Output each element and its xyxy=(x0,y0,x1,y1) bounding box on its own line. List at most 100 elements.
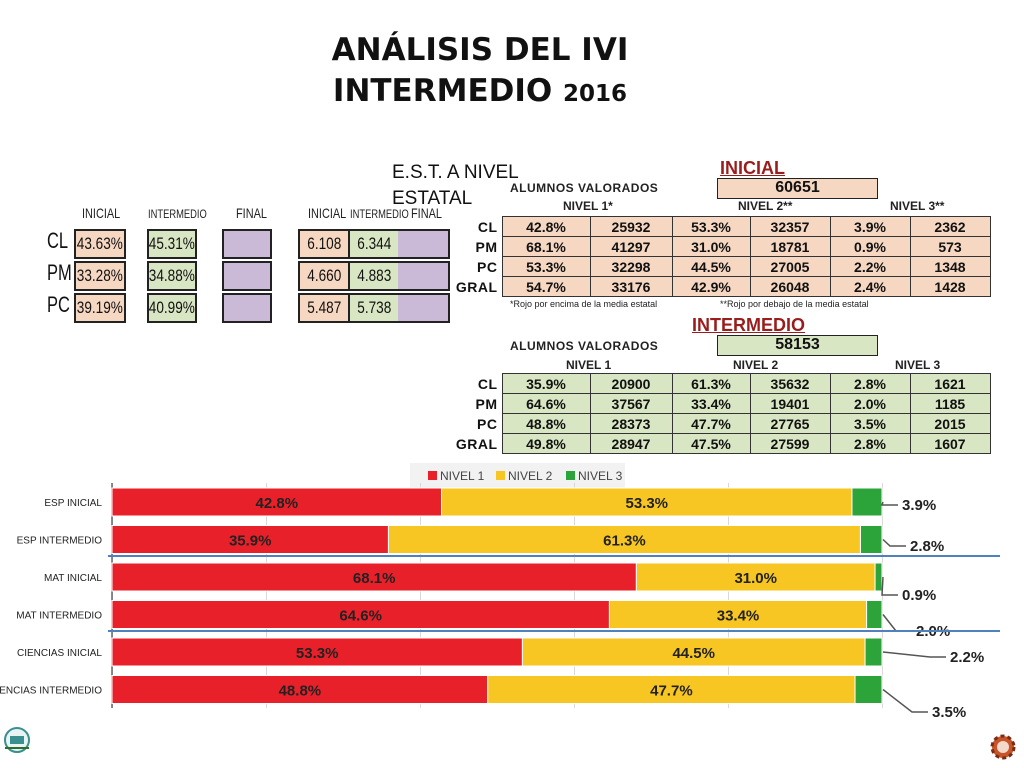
bar-segment xyxy=(859,525,883,554)
data-label: 47.7% xyxy=(650,683,693,700)
table-cell: 44.5% xyxy=(671,256,751,277)
bar-segment xyxy=(854,675,883,704)
summary-score-final-pc xyxy=(398,293,450,323)
table-cell: 27599 xyxy=(749,433,831,454)
bar-segment xyxy=(851,487,883,517)
title-line-2-text: INTERMEDIO xyxy=(332,73,553,109)
table-cell: 27765 xyxy=(749,413,831,434)
data-label: 33.4% xyxy=(717,608,760,625)
gear-icon xyxy=(990,734,1016,760)
table-cell: 41297 xyxy=(589,236,673,257)
summary-score-intermedio-pm: 4.883 xyxy=(348,261,400,291)
intermedio-valorados-value: 58153 xyxy=(717,335,878,356)
row-label: PC xyxy=(477,258,498,275)
bar-segment xyxy=(866,600,883,629)
data-label: 64.6% xyxy=(339,608,382,625)
intermedio_table-row: PM 64.6% 37567 33.4% 19401 2.0% 1185 xyxy=(455,393,991,414)
bar-segment xyxy=(874,562,883,592)
bar-segment xyxy=(111,487,443,517)
table-cell: 48.8% xyxy=(501,413,591,434)
category-label: CIENCIAS INICIAL xyxy=(17,648,102,659)
summary-header-inicial-score: INICIAL xyxy=(308,205,347,221)
category-label: CIENCIAS INTERMEDIO xyxy=(0,686,102,697)
summary-pct-final-cl xyxy=(222,229,272,259)
table-cell: 1428 xyxy=(909,276,991,297)
data-label: 53.3% xyxy=(625,495,668,512)
category-label: MAT INTERMEDIO xyxy=(16,611,102,622)
inicial-nivel2-label: NIVEL 2** xyxy=(738,199,793,213)
data-label: 0.9% xyxy=(902,587,936,604)
bar-segment xyxy=(111,600,610,629)
bar-segment xyxy=(487,675,856,704)
data-label: 53.3% xyxy=(296,645,339,662)
bar-segment xyxy=(441,487,853,517)
intermedio_table-row: GRAL 49.8% 28947 47.5% 27599 2.8% 1607 xyxy=(455,433,991,454)
bar-segment xyxy=(111,637,523,667)
summary-score-final-pm xyxy=(398,261,450,291)
table-cell: 2.0% xyxy=(829,393,911,414)
bar-segment xyxy=(387,525,861,554)
row-label: GRAL xyxy=(455,435,498,452)
table-cell: 2.2% xyxy=(829,256,911,277)
inicial_table-row: GRAL 54.7% 33176 42.9% 26048 2.4% 1428 xyxy=(455,276,991,297)
table-cell: 2.8% xyxy=(829,433,911,454)
summary-header-final: FINAL xyxy=(236,205,267,221)
data-label: 35.9% xyxy=(229,533,272,550)
category-label: MAT INICIAL xyxy=(44,573,102,584)
table-cell: 573 xyxy=(909,236,991,257)
row-label: PC xyxy=(477,415,498,432)
row-label: PM xyxy=(475,238,498,255)
summary-header-final-score: FINAL xyxy=(411,205,442,221)
bar-segment xyxy=(864,637,883,667)
table-cell: 25932 xyxy=(589,216,673,237)
table-cell: 1621 xyxy=(909,373,991,394)
inicial-note-1: *Rojo por encima de la media estatal xyxy=(510,299,658,309)
data-label: 2.2% xyxy=(950,649,984,666)
bar-segment xyxy=(608,600,868,629)
legend-label: NIVEL 2 xyxy=(508,469,553,483)
summary-pct-final-pm xyxy=(222,261,272,291)
summary-score-inicial-cl: 6.108 xyxy=(298,229,350,259)
table-cell: 20900 xyxy=(589,373,673,394)
data-label: 3.9% xyxy=(902,497,936,514)
title-line-1: ANÁLISIS DEL IVI xyxy=(331,32,629,68)
legend-swatch xyxy=(428,471,437,480)
row-label: PM xyxy=(475,395,498,412)
table-cell: 32357 xyxy=(749,216,831,237)
table-cell: 42.9% xyxy=(671,276,751,297)
school-logo-icon xyxy=(4,727,30,753)
table-cell: 47.7% xyxy=(671,413,751,434)
inicial-nivel3-label: NIVEL 3** xyxy=(890,199,945,213)
inicial-valorados-label: ALUMNOS VALORADOS xyxy=(510,181,659,195)
table-cell: 28373 xyxy=(589,413,673,434)
intermedio_table-row: CL 35.9% 20900 61.3% 35632 2.8% 1621 xyxy=(455,373,991,394)
bar-segment xyxy=(111,525,389,554)
summary-score-inicial-pc: 5.487 xyxy=(298,293,350,323)
table-cell: 2.4% xyxy=(829,276,911,297)
table-cell: 19401 xyxy=(749,393,831,414)
table-cell: 2.8% xyxy=(829,373,911,394)
title-line-2: INTERMEDIO 2016 xyxy=(300,71,660,115)
legend-background xyxy=(410,463,625,491)
summary-header-inicial: INICIAL xyxy=(82,205,121,221)
category-label: ESP INTERMEDIO xyxy=(17,536,103,547)
table-cell: 31.0% xyxy=(671,236,751,257)
summary-score-final-cl xyxy=(398,229,450,259)
table-cell: 32298 xyxy=(589,256,673,277)
table-cell: 42.8% xyxy=(501,216,591,237)
intermedio-table: CL 35.9% 20900 61.3% 35632 2.8% 1621 PM 64.6% 375… xyxy=(455,373,991,454)
row-label: CL xyxy=(477,375,498,392)
inicial-nivel1-label: NIVEL 1* xyxy=(563,199,613,213)
intermedio_table-row: PC 48.8% 28373 47.7% 27765 3.5% 2015 xyxy=(455,413,991,434)
inicial-note-2: **Rojo por debajo de la media estatal xyxy=(720,299,869,309)
est-label: E.S.T. A NIVEL ESTATAL xyxy=(392,162,519,209)
summary-pct-inicial-pm: 33.28% xyxy=(74,261,126,291)
data-label: 3.5% xyxy=(932,704,966,721)
summary-pct-intermedio-cl: 45.31% xyxy=(147,229,197,259)
data-label: 44.5% xyxy=(672,645,715,662)
category-label: ESP INICIAL xyxy=(44,498,102,509)
inicial_table-row: PC 53.3% 32298 44.5% 27005 2.2% 1348 xyxy=(455,256,991,277)
legend-label: NIVEL 1 xyxy=(440,469,485,483)
title-year: 2016 xyxy=(563,81,628,107)
inicial_table-row: PM 68.1% 41297 31.0% 18781 0.9% 573 xyxy=(455,236,991,257)
